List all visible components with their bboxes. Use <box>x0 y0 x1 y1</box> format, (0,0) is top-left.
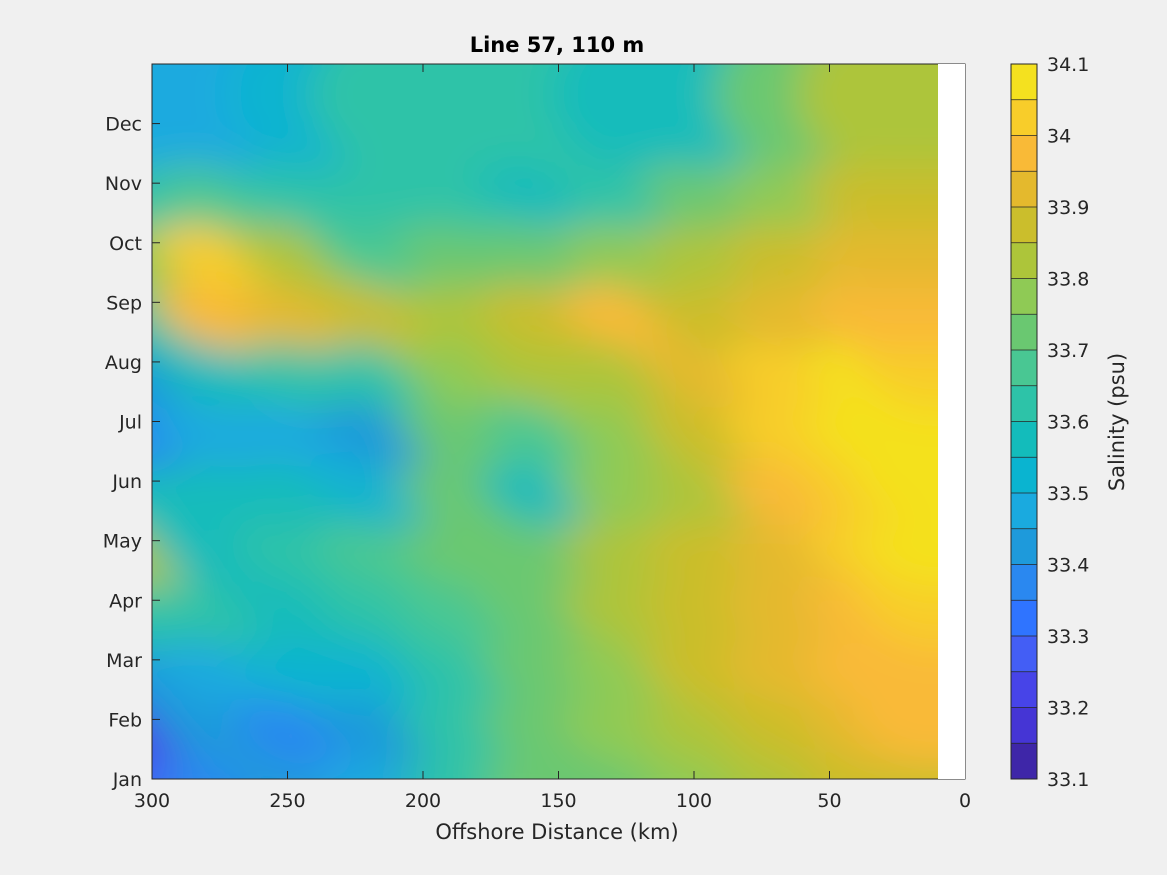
colorbar-label: Salinity (psu) <box>1105 353 1129 491</box>
colorbar-swatch <box>1011 99 1037 136</box>
colorbar-tick-label: 33.9 <box>1047 197 1089 219</box>
y-tick-label: Sep <box>106 292 142 314</box>
colorbar-swatch <box>1011 207 1037 243</box>
colorbar-swatch <box>1011 135 1037 172</box>
colorbar-swatch <box>1011 457 1037 493</box>
salinity-contour-fill <box>152 64 938 779</box>
colorbar-tick-label: 33.8 <box>1047 269 1089 291</box>
colorbar-box <box>1010 63 1038 780</box>
colorbar-swatch <box>1011 564 1037 601</box>
x-tick-label: 200 <box>405 790 441 812</box>
chart-title: Line 57, 110 m <box>470 33 645 57</box>
y-tick-label: Mar <box>106 650 142 672</box>
colorbar-swatch <box>1011 421 1037 458</box>
x-axis-label: Offshore Distance (km) <box>435 820 678 844</box>
colorbar-tick-label: 33.4 <box>1047 555 1089 577</box>
x-tick-label: 300 <box>134 790 170 812</box>
y-tick-label: Oct <box>109 233 142 255</box>
colorbar-swatch <box>1011 314 1037 350</box>
colorbar-tick-label: 33.1 <box>1047 769 1089 791</box>
colorbar-swatch <box>1011 278 1037 315</box>
y-tick-label: Aug <box>105 352 142 374</box>
colorbar-swatch <box>1011 385 1037 422</box>
x-tick-label: 0 <box>959 790 971 812</box>
y-tick-label: Jan <box>112 769 142 791</box>
y-tick-label: Dec <box>105 114 142 136</box>
colorbar-tick-label: 34.1 <box>1047 54 1089 76</box>
y-tick-label: Feb <box>108 709 142 731</box>
colorbar-swatch <box>1011 171 1037 207</box>
colorbar-swatch <box>1011 528 1037 565</box>
no-data-region <box>938 64 965 779</box>
y-tick-label: Apr <box>109 590 142 612</box>
colorbar-swatch <box>1011 743 1037 779</box>
colorbar-swatch <box>1011 350 1037 386</box>
colorbar-swatch <box>1011 671 1037 708</box>
y-tick-label: Jun <box>111 471 142 493</box>
colorbar-swatch <box>1011 493 1037 529</box>
colorbar-swatch <box>1011 242 1037 279</box>
colorbar: 33.1 33.2 33.3 33.4 33.5 33.6 33.7 33.8 33.9 34 34… <box>1010 54 1089 791</box>
colorbar-tick-label: 33.2 <box>1047 698 1089 720</box>
x-tick-label: 250 <box>269 790 305 812</box>
colorbar-tick-label: 33.3 <box>1047 626 1089 648</box>
colorbar-tick-label: 33.6 <box>1047 412 1089 434</box>
colorbar-swatch <box>1011 636 1037 672</box>
y-tick-label: May <box>103 531 142 553</box>
colorbar-tick-label: 33.5 <box>1047 483 1089 505</box>
y-tick-label: Jul <box>118 412 142 434</box>
colorbar-tick-label: 34 <box>1047 126 1071 148</box>
colorbar-swatch <box>1011 707 1037 744</box>
x-tick-label: 100 <box>676 790 712 812</box>
colorbar-swatch <box>1011 64 1037 100</box>
y-tick-label: Nov <box>105 173 142 195</box>
x-tick-label: 150 <box>540 790 576 812</box>
x-tick-label: 50 <box>817 790 841 812</box>
colorbar-tick-label: 33.7 <box>1047 340 1089 362</box>
colorbar-swatch <box>1011 600 1037 636</box>
contour-cell <box>850 64 938 171</box>
